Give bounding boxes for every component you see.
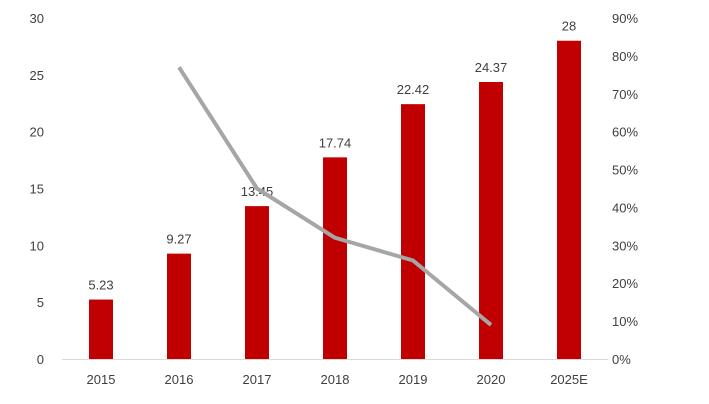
bar-data-label: 22.42 <box>397 82 430 97</box>
bar-data-label: 17.74 <box>319 135 352 150</box>
y-right-tick-label: 0% <box>612 352 631 367</box>
left-axis: 0 5 10 15 20 25 30 <box>30 11 44 367</box>
x-tick-label: 2020 <box>477 372 506 387</box>
y-right-tick-label: 50% <box>612 163 638 178</box>
x-axis: 2015 2016 2017 2018 2019 2020 2025E <box>87 372 589 387</box>
bar-series <box>89 40 581 360</box>
y-right-tick-label: 40% <box>612 200 638 215</box>
right-axis: 0% 10% 20% 30% 40% 50% 60% 70% 80% 90% <box>612 11 638 367</box>
bar-data-label: 5.23 <box>88 278 113 293</box>
y-left-tick-label: 10 <box>30 238 44 253</box>
bar <box>89 299 113 359</box>
bar <box>323 157 347 359</box>
x-tick-label: 2017 <box>243 372 272 387</box>
y-right-tick-label: 30% <box>612 238 638 253</box>
x-tick-label: 2019 <box>399 372 428 387</box>
growth-line-series <box>177 66 493 327</box>
bar <box>479 81 503 360</box>
y-left-tick-label: 0 <box>37 352 44 367</box>
y-right-tick-label: 80% <box>612 49 638 64</box>
y-left-tick-label: 5 <box>37 295 44 310</box>
bar <box>401 104 425 359</box>
y-left-tick-label: 30 <box>30 11 44 26</box>
x-tick-label: 2016 <box>165 372 194 387</box>
bar <box>167 253 191 359</box>
y-right-tick-label: 90% <box>612 11 638 26</box>
y-right-tick-label: 20% <box>612 276 638 291</box>
bar-data-label: 24.37 <box>475 60 508 75</box>
bar-data-label: 9.27 <box>166 232 191 247</box>
bar <box>245 206 269 359</box>
bar <box>557 40 581 359</box>
y-left-tick-label: 25 <box>30 68 44 83</box>
x-tick-label: 2015 <box>87 372 116 387</box>
x-tick-label: 2018 <box>321 372 350 387</box>
y-left-tick-label: 15 <box>30 182 44 197</box>
x-tick-label: 2025E <box>550 372 588 387</box>
y-right-tick-label: 60% <box>612 125 638 140</box>
y-right-tick-label: 10% <box>612 314 638 329</box>
y-right-tick-label: 70% <box>612 87 638 102</box>
y-left-tick-label: 20 <box>30 125 44 140</box>
bar-data-label: 28 <box>562 19 576 34</box>
